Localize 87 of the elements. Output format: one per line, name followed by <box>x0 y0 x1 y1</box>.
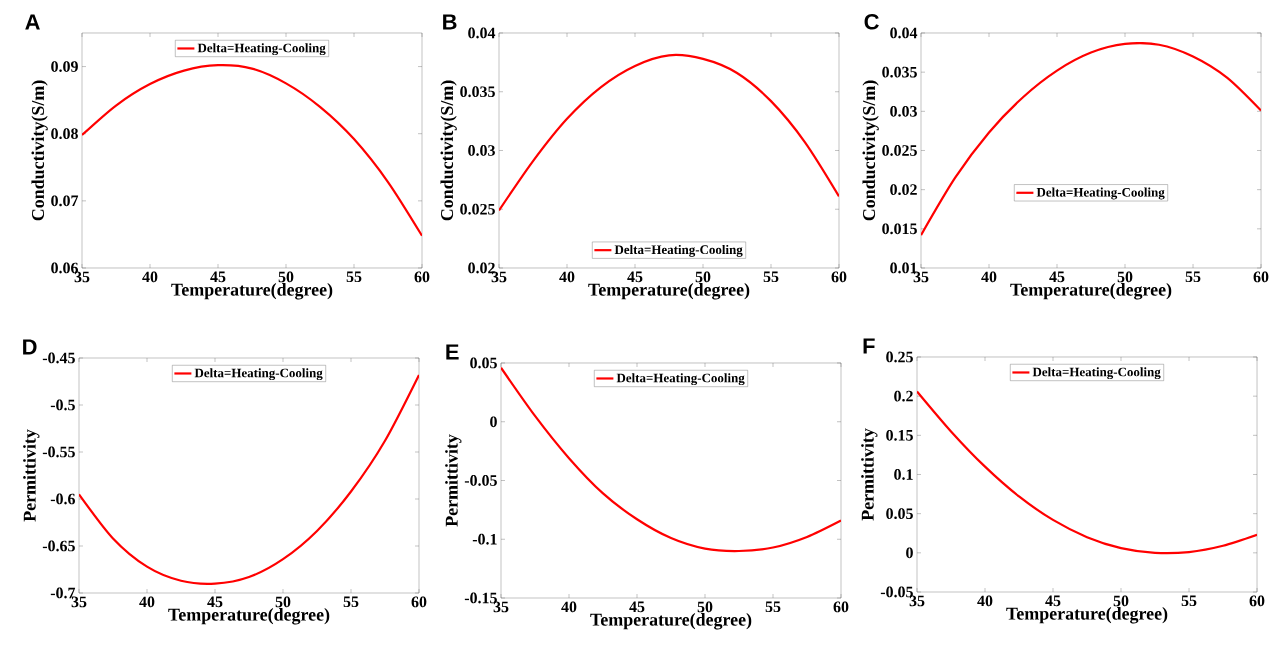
y-tick-label: 0.025 <box>882 145 917 156</box>
x-tick-label: 40 <box>561 601 577 613</box>
x-tick-label: 40 <box>559 271 575 283</box>
x-tick-label: 45 <box>207 596 223 608</box>
x-tick-label: 50 <box>278 271 294 283</box>
chart-title: C <box>864 13 879 30</box>
x-tick-label: 55 <box>346 271 362 283</box>
y-tick-label: 0.05 <box>470 357 497 369</box>
y-tick-label: 0.1 <box>894 469 913 480</box>
y-tick-label: 0.05 <box>886 508 913 520</box>
x-tick-label: 45 <box>1049 271 1065 283</box>
x-tick-label: 40 <box>977 595 993 607</box>
y-tick-label: 0 <box>906 547 913 559</box>
x-tick-label: 60 <box>1253 271 1269 283</box>
x-tick-label: 60 <box>833 601 849 613</box>
x-tick-label: 55 <box>765 601 781 613</box>
x-axis-title: Temperature(degree) <box>1006 607 1168 624</box>
x-tick-label: 45 <box>629 601 645 613</box>
x-tick-label: 60 <box>411 596 427 608</box>
line-series <box>921 42 1262 237</box>
y-axis-title: Conductivity(S/m) <box>440 80 457 221</box>
legend-label: Delta=Heating-Cooling <box>194 368 323 381</box>
x-tick-label: 40 <box>981 271 997 283</box>
chart-title: F <box>863 338 875 354</box>
line-series <box>917 390 1258 555</box>
x-tick-label: 40 <box>139 596 155 608</box>
x-tick-label: 50 <box>1113 595 1129 607</box>
x-axis-title: Temperature(degree) <box>590 613 752 630</box>
x-tick-label: 50 <box>1117 271 1133 283</box>
y-tick-label: -0.6 <box>50 493 76 505</box>
x-tick-label: 55 <box>763 271 779 283</box>
y-axis-title: Permittivity <box>861 428 878 521</box>
y-tick-label: 0.04 <box>468 27 496 39</box>
x-tick-label: 45 <box>1045 595 1061 607</box>
line-series <box>82 64 422 237</box>
x-tick-label: 45 <box>210 271 226 283</box>
x-tick-label: 55 <box>1185 271 1201 283</box>
line-series <box>499 53 840 212</box>
y-tick-label: 0.25 <box>886 351 913 363</box>
x-tick-label: 60 <box>414 271 430 283</box>
x-tick-label: 40 <box>142 271 158 283</box>
x-tick-label: 55 <box>1181 595 1197 607</box>
chart-title: A <box>25 14 40 30</box>
y-axis-title: Conductivity(S/m) <box>862 80 879 221</box>
y-tick-label: 0.035 <box>460 86 495 98</box>
y-tick-label: 0.08 <box>51 128 78 140</box>
y-tick-label: 0.07 <box>51 195 79 207</box>
x-tick-label: 45 <box>627 271 643 283</box>
y-tick-label: 0 <box>490 416 497 428</box>
x-tick-label: 50 <box>275 596 291 608</box>
y-tick-label: -0.5 <box>50 399 75 411</box>
y-tick-label: 0.015 <box>882 223 917 235</box>
x-axis-title: Temperature(degree) <box>588 283 750 300</box>
y-tick-label: 0.09 <box>51 61 78 72</box>
legend-label: Delta=Heating-Cooling <box>197 43 326 56</box>
x-tick-label: 50 <box>695 271 711 283</box>
x-axis-title: Temperature(degree) <box>171 283 333 300</box>
y-tick-label: -0.45 <box>42 352 75 364</box>
x-tick-label: 60 <box>831 271 847 283</box>
y-axis-title: Permittivity <box>445 434 462 527</box>
legend-label: Delta=Heating-Cooling <box>616 373 745 386</box>
y-tick-label: 0.15 <box>886 429 913 441</box>
y-tick-label: 0.02 <box>890 184 917 196</box>
y-tick-label: -0.05 <box>464 475 497 486</box>
chart-title: E <box>446 344 459 360</box>
x-tick-label: 55 <box>343 596 359 608</box>
y-axis-title: Conductivity(S/m) <box>31 80 48 221</box>
legend-label: Delta=Heating-Cooling <box>1032 367 1161 380</box>
y-tick-label: 0.025 <box>460 203 495 215</box>
y-tick-label: -0.55 <box>42 446 75 458</box>
y-tick-label: -0.1 <box>472 533 497 545</box>
y-tick-label: -0.65 <box>42 540 75 552</box>
x-axis-title: Temperature(degree) <box>168 608 330 625</box>
y-axis-title: Permittivity <box>23 429 40 522</box>
chart-title: D <box>23 339 37 355</box>
line-series <box>501 366 842 553</box>
x-tick-label: 60 <box>1249 595 1265 607</box>
y-tick-label: 0.2 <box>894 390 913 402</box>
y-tick-label: 0.035 <box>882 66 917 78</box>
x-tick-label: 50 <box>697 601 713 613</box>
y-tick-label: 0.03 <box>890 105 917 117</box>
y-tick-label: 0.04 <box>890 27 918 39</box>
legend-label: Delta=Heating-Cooling <box>1036 187 1165 200</box>
x-axis-title: Temperature(degree) <box>1010 283 1172 300</box>
y-tick-label: 0.03 <box>468 145 495 156</box>
chart-title: B <box>443 14 457 30</box>
legend-label: Delta=Heating-Cooling <box>614 244 743 257</box>
